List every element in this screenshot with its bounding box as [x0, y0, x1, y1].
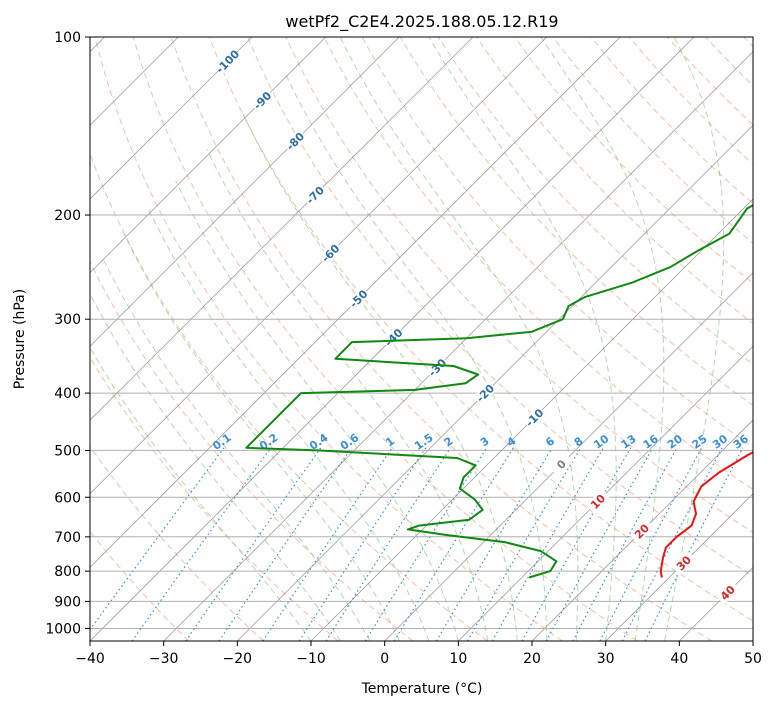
dry-adiabat: [323, 37, 753, 491]
mixing-ratio-line: [185, 447, 322, 641]
isotherm-line: [90, 37, 474, 421]
mixing-ratio-line: [90, 447, 225, 631]
temperature-profile: [659, 451, 753, 578]
y-tick-label: 100: [54, 30, 81, 46]
isotherm-line: [90, 37, 253, 200]
isotherm-line: [90, 37, 547, 495]
x-tick-label: 0: [380, 651, 389, 667]
moist-adiabat: [664, 37, 725, 641]
isotherm-label-bg: [671, 550, 696, 576]
mixing-ratio-line: [218, 447, 353, 641]
x-tick-label: −30: [149, 651, 179, 667]
moist-adiabat: [284, 72, 548, 641]
y-tick-label: 1000: [45, 621, 81, 637]
mixing-ratio-line: [364, 447, 488, 641]
dry-adiabat: [90, 445, 264, 641]
y-axis-label: Pressure (hPa): [12, 289, 28, 389]
plot-area: 0.1 0.2 0.4 0.6 1 1.5 2 3 4 6 8 10 13 16 20 25 30 36-100-…: [90, 37, 753, 641]
isotherm-label-bg: [381, 325, 406, 350]
y-axis: 100 200 300 400 500 600 700 800 900 1000: [45, 30, 90, 637]
moist-adiabat: [242, 113, 518, 641]
x-tick-label: −40: [75, 651, 105, 667]
x-tick-label: 10: [449, 651, 467, 667]
dry-adiabat: [94, 37, 563, 641]
moist-adiabat: [101, 256, 371, 641]
isotherm-label-bg: [585, 489, 610, 514]
moist-adiabat: [147, 208, 430, 641]
mixing-ratio-line: [491, 447, 604, 641]
chart-title: wetPf2_C2E4.2025.188.05.12.R19: [285, 12, 558, 32]
isotherm-label-bg: [283, 129, 308, 154]
dry-adiabat: [476, 37, 753, 325]
x-tick-label: 30: [597, 651, 615, 667]
isotherm-label-bg: [215, 49, 240, 74]
isotherm-line: [605, 493, 753, 641]
y-tick-label: 200: [54, 208, 81, 224]
moist-adiabat: [175, 180, 459, 641]
x-axis-label: Temperature (°C): [361, 681, 483, 697]
mixing-ratio-line: [325, 447, 452, 641]
moist-adiabat: [428, 37, 617, 641]
dry-adiabat: [209, 37, 753, 622]
isotherm-line: [310, 198, 753, 641]
x-tick-label: −20: [223, 651, 253, 667]
isotherm-label-bg: [549, 452, 574, 477]
isotherm-label-bg: [629, 519, 654, 544]
isotherm-line: [458, 345, 753, 641]
y-tick-label: 600: [54, 490, 81, 506]
isotherm-line: [90, 37, 621, 568]
isotherm-label-bg: [425, 355, 450, 380]
mixing-ratio-line: [644, 447, 744, 641]
isotherm-label-bg: [346, 286, 371, 311]
isotherm-label-bg: [715, 580, 740, 605]
moist-adiabat: [540, 37, 665, 641]
mixing-ratio-line: [393, 447, 514, 641]
isotherm-line: [531, 419, 753, 641]
moist-adiabat: [90, 292, 341, 641]
dry-adiabat: [170, 37, 712, 641]
mixing-ratio-line: [262, 447, 393, 641]
x-tick-label: 20: [523, 651, 541, 667]
isotherm-label-bg: [522, 405, 547, 430]
x-tick-label: −10: [296, 651, 326, 667]
y-tick-label: 700: [54, 530, 81, 546]
x-tick-label: 40: [670, 651, 688, 667]
moist-adiabat: [123, 233, 400, 641]
y-tick-label: 900: [54, 594, 81, 610]
moist-adiabat: [339, 37, 579, 641]
dry-adiabat: [285, 37, 753, 534]
dewpoint-profile: [245, 204, 753, 579]
mixing-ratio-line: [298, 447, 427, 641]
isotherm-line: [90, 37, 326, 274]
dry-adiabat: [90, 260, 414, 641]
dry-adiabat: [514, 37, 753, 284]
y-tick-label: 400: [54, 386, 81, 402]
isotherm-label-bg: [250, 88, 275, 113]
y-tick-label: 300: [54, 312, 81, 328]
x-tick-label: 50: [744, 651, 762, 667]
isotherm-label-bg: [473, 381, 498, 406]
dry-adiabat: [132, 37, 638, 641]
isotherm-label-bg: [302, 182, 328, 208]
dry-adiabat: [247, 37, 753, 577]
y-tick-label: 800: [54, 564, 81, 580]
isotherm-line: [237, 124, 753, 641]
y-tick-label: 500: [54, 443, 81, 459]
x-axis: −40 −30 −20 −10 0 10 20 30 40 50: [75, 641, 762, 667]
mixing-ratio-line: [466, 447, 582, 641]
plot-frame: [89, 36, 754, 642]
mixing-ratio-line: [435, 447, 553, 641]
mixing-ratio-line: [521, 447, 632, 641]
isotherm-label-bg: [318, 241, 343, 266]
